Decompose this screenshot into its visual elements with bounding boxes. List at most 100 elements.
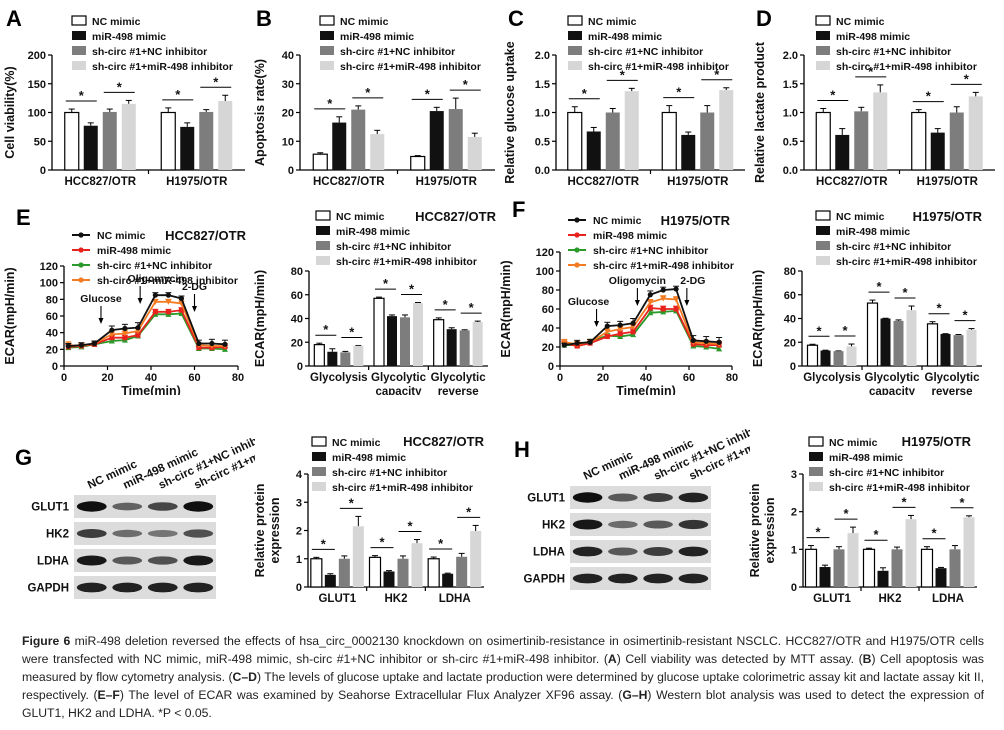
legend-swatch xyxy=(816,31,830,40)
legend-swatch xyxy=(319,15,335,26)
bar xyxy=(866,302,879,367)
y-axis-label-line: expression xyxy=(763,497,777,563)
bar xyxy=(368,556,382,588)
caption-ref: E–F xyxy=(97,688,120,702)
legend-swatch xyxy=(311,436,327,447)
bar xyxy=(847,533,859,587)
legend-label: sh-circ #1+NC inhibitor xyxy=(340,46,455,58)
legend-swatch xyxy=(320,61,334,70)
legend-label: NC mimic xyxy=(836,16,885,28)
y-tick-label: 1 xyxy=(791,544,797,556)
protein-band xyxy=(112,529,143,538)
legend-label: miR-498 mimic xyxy=(829,452,903,464)
legend-marker xyxy=(78,232,84,238)
y-tick-label: 60 xyxy=(784,290,796,302)
significance-star: * xyxy=(868,64,874,79)
bar xyxy=(804,548,818,588)
legend-swatch xyxy=(809,452,823,461)
protein-band xyxy=(112,502,143,511)
x-tick-label: 60 xyxy=(683,372,695,384)
significance-star: * xyxy=(936,301,942,316)
panel-label: F xyxy=(512,197,525,222)
significance-star: * xyxy=(383,276,389,291)
bar xyxy=(180,126,195,170)
legend-label: sh-circ #1+miR-498 inhibitor xyxy=(92,61,233,73)
chart-title: HCC827/OTR xyxy=(415,209,497,224)
x-tick-label: 80 xyxy=(726,372,738,384)
data-point xyxy=(135,325,141,331)
caption-ref: A xyxy=(607,652,617,666)
x-category-label: reverse xyxy=(932,386,973,395)
protein-band xyxy=(112,582,143,593)
data-point xyxy=(647,305,653,311)
bar xyxy=(605,112,620,170)
bar xyxy=(949,112,964,170)
panel-a-cell-viability-chart: 0 50 100 150 200 Cell viability(%) HCC827/OTR H… xyxy=(3,6,245,188)
bar xyxy=(83,125,98,170)
protein-band xyxy=(147,556,178,565)
bar xyxy=(567,111,583,171)
y-tick-label: 150 xyxy=(28,79,46,91)
y-tick-label: 80 xyxy=(784,266,796,278)
y-tick-label: 60 xyxy=(291,290,303,302)
legend-label: sh-circ #1+miR-498 inhibitor xyxy=(836,61,977,73)
bar xyxy=(470,531,482,587)
data-point xyxy=(209,340,215,347)
bar xyxy=(313,344,325,367)
bar xyxy=(949,549,961,587)
blot-strip xyxy=(74,549,216,572)
bar xyxy=(819,567,831,587)
legend-swatch xyxy=(816,226,830,235)
protein-band xyxy=(183,582,214,593)
y-tick-label: 20 xyxy=(784,337,796,349)
data-point xyxy=(617,322,623,328)
significance-star: * xyxy=(443,297,449,312)
caption-text: Cell viability was detected by MTT assay… xyxy=(620,652,859,666)
legend-swatch xyxy=(320,46,334,55)
legend-label: NC mimic xyxy=(92,16,141,28)
data-point xyxy=(122,325,128,332)
x-category-label: capacity xyxy=(869,386,916,395)
y-axis-label-line: ECAR(mpH/min) xyxy=(253,270,267,367)
significance-star: * xyxy=(582,86,588,101)
bar xyxy=(472,322,483,366)
y-tick-label: 20 xyxy=(46,344,58,356)
y-tick-label: 30 xyxy=(282,79,294,91)
x-category-label: HK2 xyxy=(384,593,407,605)
y-tick-label: 100 xyxy=(536,266,554,278)
bar xyxy=(700,112,715,170)
legend-swatch xyxy=(815,15,831,26)
legend-label: sh-circ #1+NC inhibitor xyxy=(97,260,212,272)
y-tick-label: 3 xyxy=(791,469,797,481)
chart-title: HCC827/OTR xyxy=(403,434,485,449)
significance-star: * xyxy=(349,324,355,339)
injection-annotation: Glucose xyxy=(568,296,610,308)
y-axis-label-line: Relative lactate product xyxy=(753,41,767,183)
protein-label: GAPDH xyxy=(523,574,565,586)
legend-label: sh-circ #1+NC inhibitor xyxy=(336,241,451,253)
bar xyxy=(312,153,328,171)
y-tick-label: 20 xyxy=(291,337,303,349)
significance-star: * xyxy=(931,526,937,541)
legend-swatch xyxy=(72,31,86,40)
y-tick-label: 0 xyxy=(52,361,58,373)
y-tick-label: 1.0 xyxy=(783,108,798,120)
legend-swatch xyxy=(568,46,582,55)
chart-title: H1975/OTR xyxy=(661,213,731,228)
legend-swatch xyxy=(312,482,326,491)
y-tick-label: 20 xyxy=(542,342,554,354)
legend-swatch xyxy=(816,256,830,265)
y-tick-label: 2.0 xyxy=(783,50,798,62)
y-axis-label: Relative proteinexpression xyxy=(253,484,282,578)
protein-band xyxy=(147,502,178,511)
data-point xyxy=(660,306,666,312)
y-tick-label: 0 xyxy=(790,361,796,373)
bar xyxy=(891,549,903,587)
caption-text: The levels of glucose uptake and lactate… xyxy=(22,670,984,702)
x-tick-label: 40 xyxy=(145,372,157,384)
protein-band xyxy=(76,555,107,566)
annotation-arrow-head xyxy=(137,298,143,304)
bar xyxy=(911,111,927,171)
